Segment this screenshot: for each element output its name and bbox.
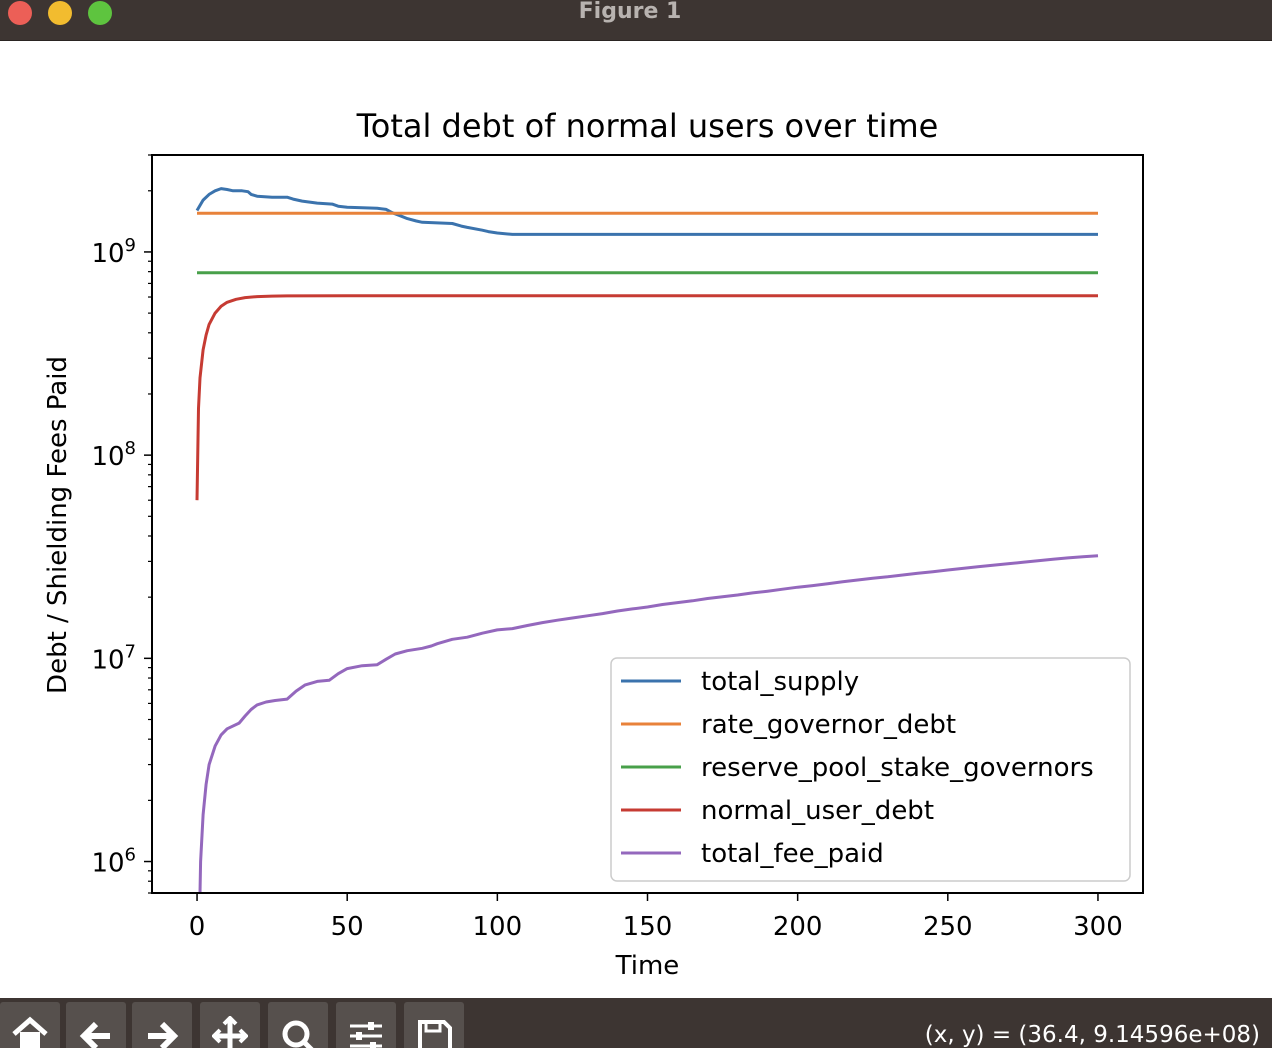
y-axis-label: Debt / Shielding Fees Paid [43, 356, 73, 694]
chart-title: Total debt of normal users over time [356, 107, 939, 145]
legend-label: normal_user_debt [701, 796, 934, 826]
home-icon [12, 1016, 48, 1048]
series-line-normal_user_debt [195, 294, 1098, 501]
legend: total_supply rate_governor_debt reserve_po… [610, 657, 1131, 882]
legend-label: total_supply [701, 667, 859, 697]
legend-label: rate_governor_debt [701, 710, 956, 740]
window-titlebar: Figure 1 [0, 0, 1272, 41]
x-tick-label: 100 [473, 912, 523, 942]
save-icon [418, 1020, 452, 1048]
pan-button[interactable] [200, 1002, 260, 1048]
y-tick-label: 107 [91, 641, 136, 675]
zoom-icon [282, 1020, 314, 1048]
save-button[interactable] [404, 1002, 464, 1048]
figure-canvas[interactable]: Total debt of normal users over time Time… [0, 41, 1272, 998]
minimize-window-button[interactable] [48, 1, 72, 25]
legend-label: total_fee_paid [701, 839, 884, 869]
y-tick-label: 109 [91, 235, 136, 269]
navigation-toolbar: (x, y) = (36.4, 9.14596e+08) [0, 998, 1272, 1048]
forward-button[interactable] [132, 1002, 192, 1048]
x-tick-label: 0 [189, 912, 206, 942]
forward-icon [148, 1021, 179, 1048]
configure-subplots-button[interactable] [336, 1002, 396, 1048]
cursor-coordinates: (x, y) = (36.4, 9.14596e+08) [924, 1022, 1260, 1048]
back-button[interactable] [66, 1002, 126, 1048]
x-tick-label: 200 [773, 912, 823, 942]
x-tick-label: 150 [623, 912, 673, 942]
x-tick-label: 300 [1073, 912, 1123, 942]
y-tick-label: 108 [91, 438, 136, 472]
legend-label: reserve_pool_stake_governors [701, 753, 1094, 783]
axes-frame [151, 154, 1144, 894]
close-window-button[interactable] [8, 1, 32, 25]
configure-subplots-icon [350, 1022, 382, 1048]
pan-icon [212, 1016, 248, 1048]
legend-box [610, 657, 1131, 882]
x-tick-label: 50 [331, 912, 364, 942]
y-tick-label: 106 [91, 845, 136, 879]
x-axis-label: Time [615, 951, 680, 981]
back-icon [79, 1021, 110, 1048]
window-title: Figure 1 [578, 0, 682, 24]
zoom-window-button[interactable] [88, 1, 112, 25]
series-line-total_fee_paid [198, 554, 1099, 893]
home-button[interactable] [0, 1002, 60, 1048]
zoom-button[interactable] [268, 1002, 328, 1048]
series-line-total_supply [195, 187, 1098, 236]
x-tick-label: 250 [923, 912, 973, 942]
